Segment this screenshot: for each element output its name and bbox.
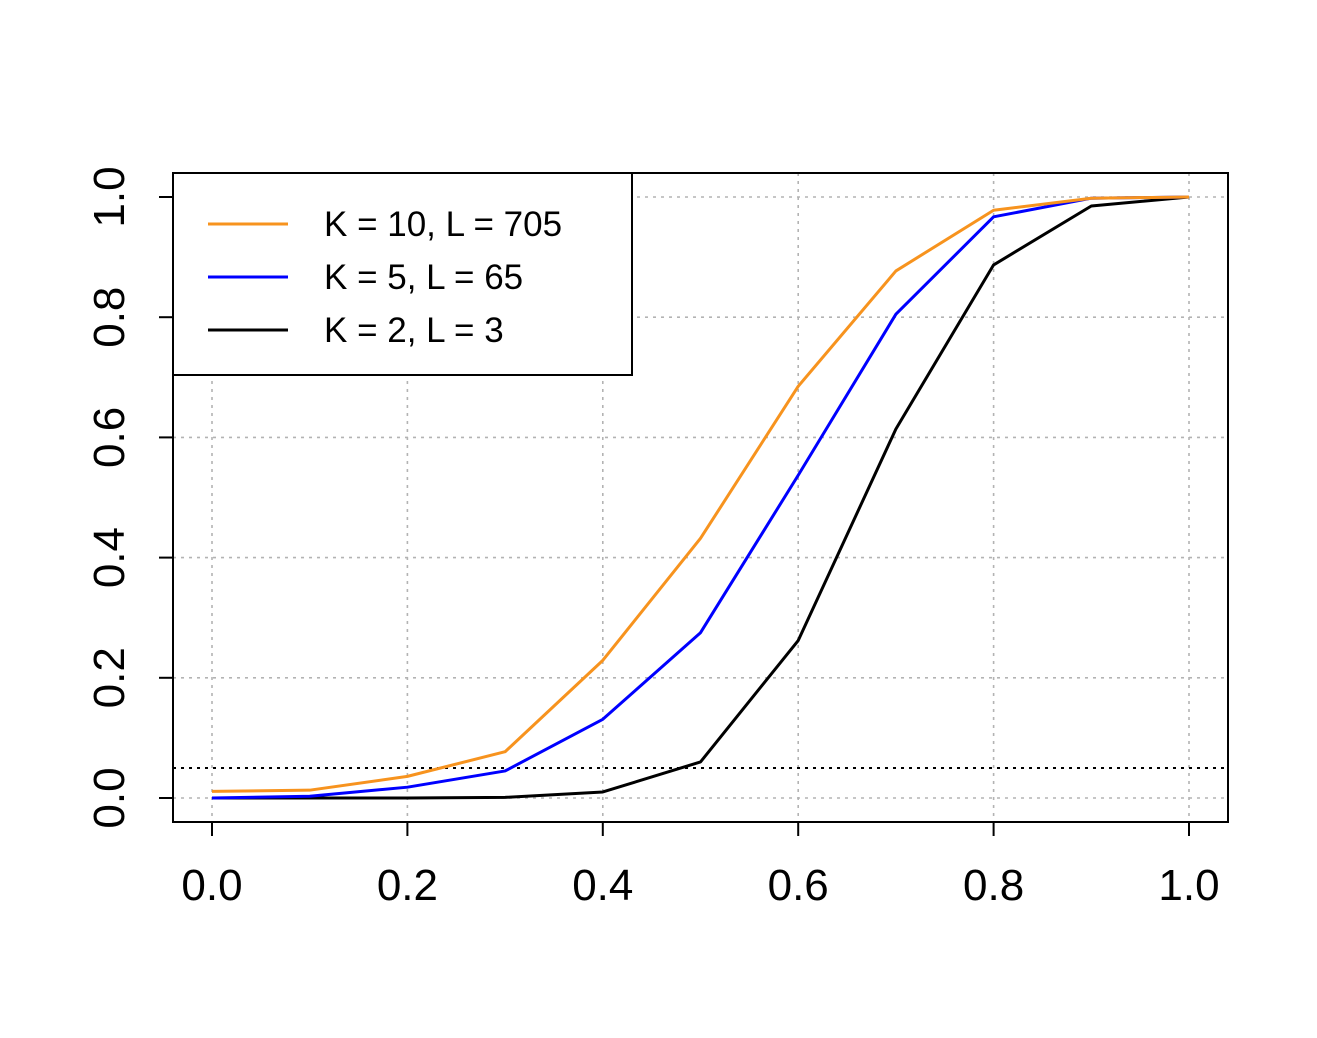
- y-tick-label-4: 0.8: [85, 287, 134, 348]
- y-tick-label-0: 0.0: [85, 767, 134, 828]
- series-layer: [211, 195, 1190, 800]
- legend-box: [172, 172, 633, 376]
- x-tick-label-3: 0.6: [768, 861, 829, 910]
- x-tick-label-5: 1.0: [1158, 861, 1219, 910]
- legend-label-0: K = 10, L = 705: [324, 205, 562, 244]
- x-tick-label-2: 0.4: [572, 861, 633, 910]
- legend: K = 10, L = 705 K = 5, L = 65 K = 2, L = 3: [172, 172, 633, 376]
- series-line-0: [211, 195, 1190, 793]
- y-axis: 0.0 0.2 0.4 0.6 0.8 1.0: [85, 166, 174, 829]
- x-axis: 0.0 0.2 0.4 0.6 0.8 1.0: [181, 821, 1220, 910]
- series-line-2: [212, 195, 1190, 800]
- y-tick-label-5: 1.0: [85, 166, 134, 227]
- y-tick-label-2: 0.4: [85, 527, 134, 588]
- y-tick-label-1: 0.2: [85, 647, 134, 708]
- series-line-1: [211, 195, 1190, 800]
- legend-label-1: K = 5, L = 65: [324, 258, 523, 297]
- y-tick-label-3: 0.6: [85, 407, 134, 468]
- x-tick-label-1: 0.2: [377, 861, 438, 910]
- x-tick-label-4: 0.8: [963, 861, 1024, 910]
- x-tick-label-0: 0.0: [181, 861, 242, 910]
- legend-label-2: K = 2, L = 3: [324, 311, 504, 350]
